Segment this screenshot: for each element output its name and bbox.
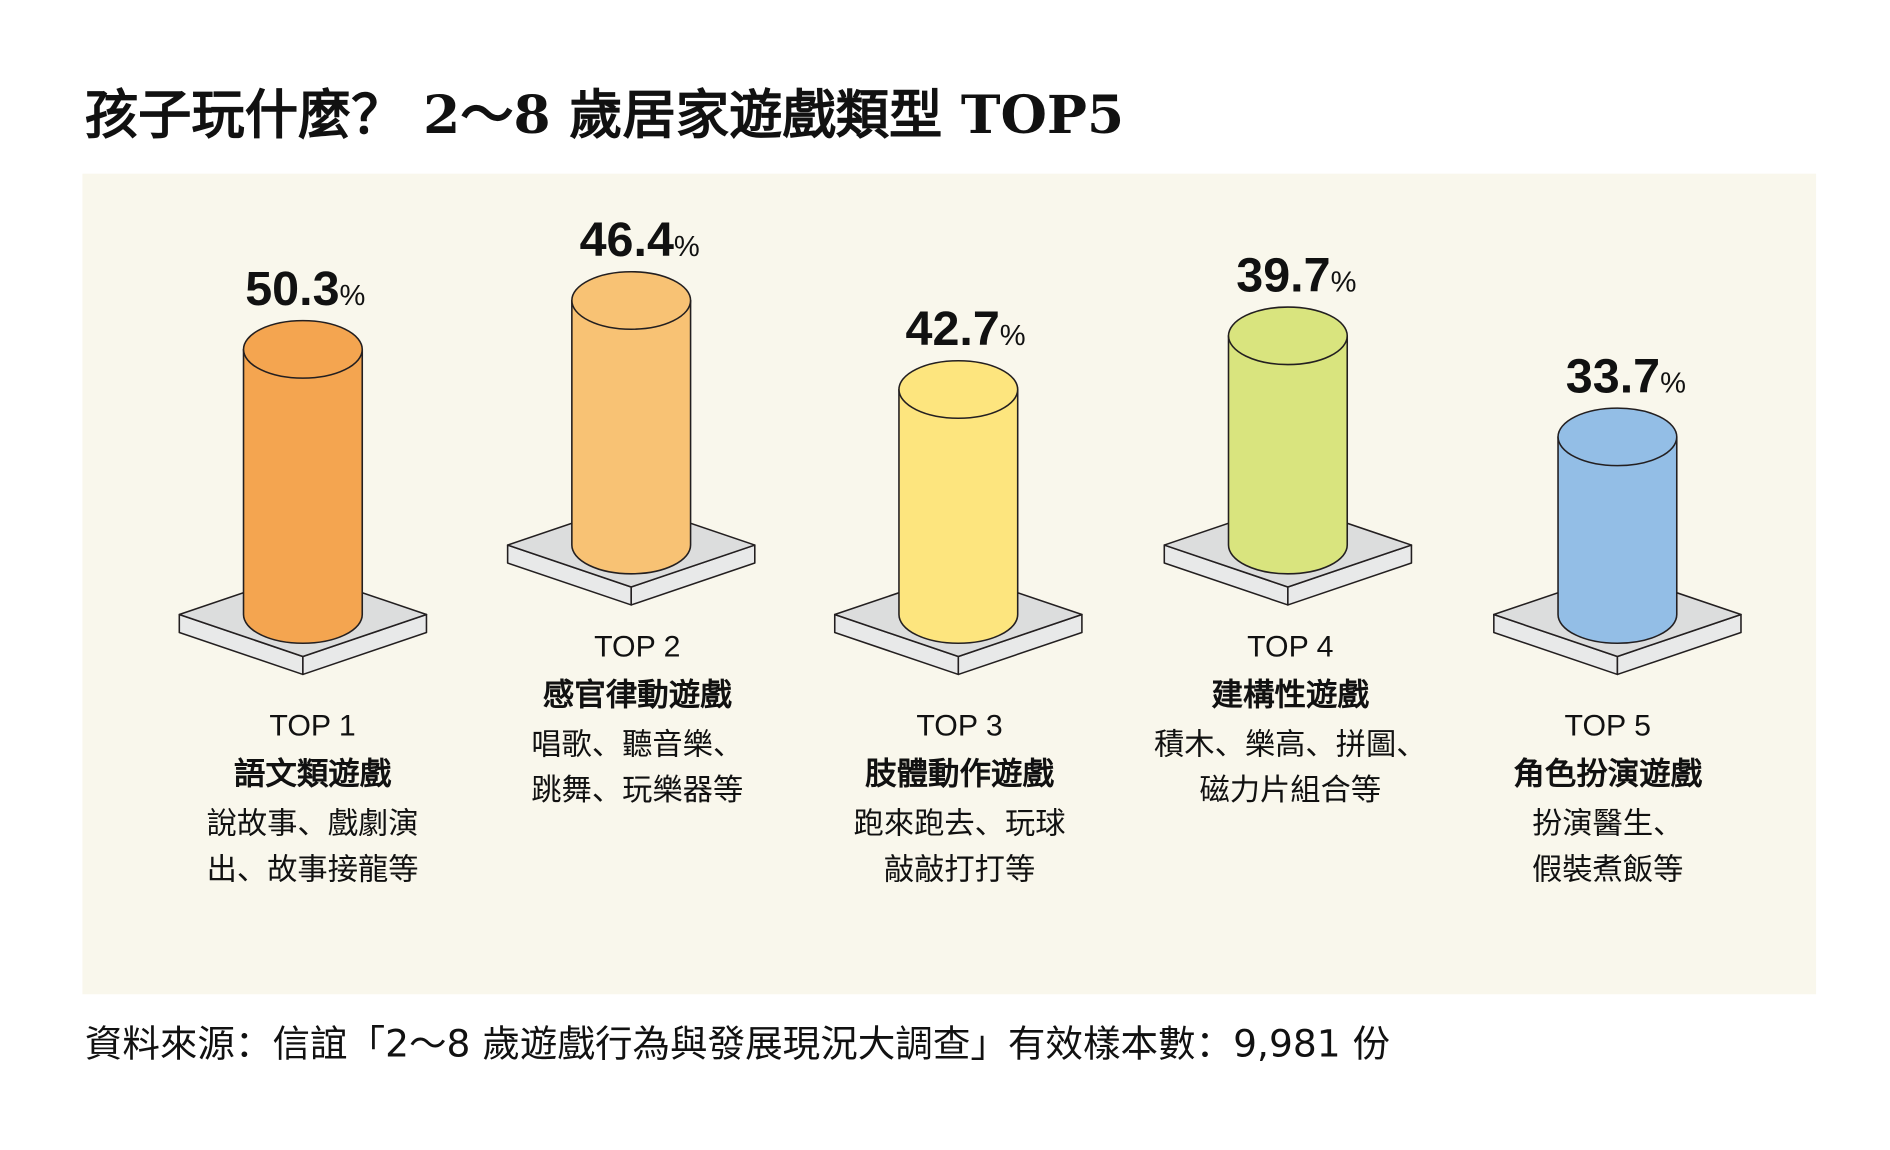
value-label: 39.7%	[1236, 249, 1356, 303]
value-label: 42.7%	[906, 302, 1026, 356]
description-line: 跑來跑去、玩球	[854, 807, 1066, 842]
description-line: 磁力片組合等	[1199, 773, 1381, 808]
category-label: 建構性遊戲	[1212, 677, 1370, 714]
rank-label: TOP 2	[594, 631, 680, 664]
value-label: 46.4%	[580, 213, 700, 267]
category-label: 語文類遊戲	[234, 756, 392, 793]
bar-cylinder-top	[1557, 407, 1678, 467]
category-label: 角色扮演遊戲	[1513, 756, 1703, 793]
description-line: 敲敲打打等	[884, 852, 1035, 887]
description-line: 假裝煮飯等	[1532, 852, 1683, 887]
value-label: 33.7%	[1566, 350, 1686, 404]
bar-cylinder-body	[898, 388, 1019, 645]
bar-cylinder-top	[898, 359, 1019, 419]
rank-label: TOP 1	[269, 710, 355, 743]
bar-cylinder-top	[571, 270, 692, 331]
category-label: 感官律動遊戲	[543, 677, 733, 714]
bar-cylinder-body	[571, 299, 692, 575]
description-line: 出、故事接龍等	[207, 852, 419, 887]
category-label: 肢體動作遊戲	[865, 756, 1055, 793]
bar-cylinder-body	[1227, 335, 1349, 575]
rank-label: TOP 3	[916, 710, 1002, 743]
rank-label: TOP 4	[1247, 631, 1333, 664]
bar-cylinder-body	[242, 348, 364, 645]
description-line: 跳舞、玩樂器等	[531, 773, 743, 808]
bar-cylinder-top	[1227, 306, 1349, 366]
description-line: 扮演醫生、	[1532, 807, 1683, 842]
value-label: 50.3%	[245, 262, 365, 316]
rank-label: TOP 5	[1565, 710, 1651, 743]
description-line: 積木、樂高、拼圖、	[1154, 728, 1427, 763]
bars-layer	[178, 270, 1742, 676]
source-note: 資料來源：信誼「2～8 歲遊戲行為與發展現況大調查」有效樣本數：9,981 份	[85, 1022, 1390, 1066]
bar-cylinder-body	[1557, 436, 1678, 645]
bar-cylinder-top	[242, 319, 364, 379]
description-line: 說故事、戲劇演	[207, 807, 419, 842]
chart-title: 孩子玩什麼？ 2～8 歲居家遊戲類型 TOP5	[85, 84, 1124, 146]
description-line: 唱歌、聽音樂、	[531, 728, 743, 763]
